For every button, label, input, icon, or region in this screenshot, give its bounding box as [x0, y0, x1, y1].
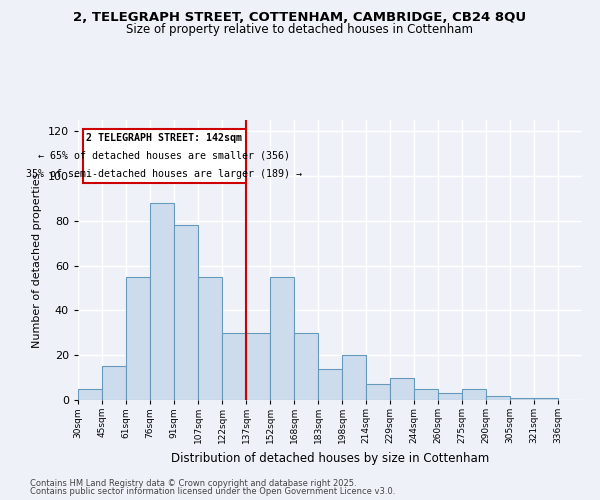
- Y-axis label: Number of detached properties: Number of detached properties: [32, 172, 42, 348]
- Bar: [462, 389, 486, 400]
- Bar: [102, 366, 126, 400]
- Bar: [294, 333, 318, 400]
- Bar: [318, 368, 342, 400]
- Text: Size of property relative to detached houses in Cottenham: Size of property relative to detached ho…: [127, 22, 473, 36]
- Bar: [486, 396, 510, 400]
- Text: ← 65% of detached houses are smaller (356): ← 65% of detached houses are smaller (35…: [38, 151, 290, 161]
- Bar: [198, 277, 222, 400]
- Bar: [390, 378, 414, 400]
- Bar: [414, 389, 438, 400]
- X-axis label: Distribution of detached houses by size in Cottenham: Distribution of detached houses by size …: [171, 452, 489, 464]
- Bar: [222, 333, 246, 400]
- Bar: [78, 389, 102, 400]
- Text: 2, TELEGRAPH STREET, COTTENHAM, CAMBRIDGE, CB24 8QU: 2, TELEGRAPH STREET, COTTENHAM, CAMBRIDG…: [73, 11, 527, 24]
- Bar: [366, 384, 390, 400]
- Bar: [438, 394, 462, 400]
- Text: Contains HM Land Registry data © Crown copyright and database right 2025.: Contains HM Land Registry data © Crown c…: [30, 478, 356, 488]
- Text: Contains public sector information licensed under the Open Government Licence v3: Contains public sector information licen…: [30, 487, 395, 496]
- FancyBboxPatch shape: [83, 129, 246, 182]
- Bar: [246, 333, 270, 400]
- Bar: [126, 277, 150, 400]
- Text: 2 TELEGRAPH STREET: 142sqm: 2 TELEGRAPH STREET: 142sqm: [86, 133, 242, 143]
- Bar: [342, 355, 366, 400]
- Bar: [510, 398, 534, 400]
- Text: 35% of semi-detached houses are larger (189) →: 35% of semi-detached houses are larger (…: [26, 169, 302, 179]
- Bar: [174, 226, 198, 400]
- Bar: [150, 203, 174, 400]
- Bar: [270, 277, 294, 400]
- Bar: [534, 398, 558, 400]
